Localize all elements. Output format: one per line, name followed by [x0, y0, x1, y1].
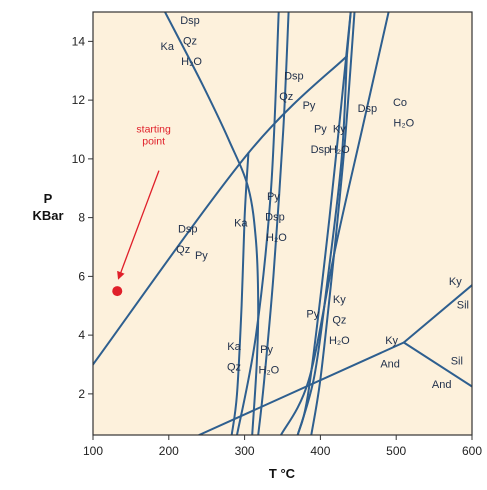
y-tick-label: 4: [78, 328, 85, 342]
x-tick-label: 400: [310, 444, 330, 458]
field-label: Dsp: [311, 144, 331, 156]
y-tick-label: 6: [78, 269, 85, 283]
field-label: Py: [314, 123, 327, 135]
x-tick-label: 600: [462, 444, 482, 458]
field-label: Ky: [333, 294, 346, 306]
y-axis: 2 4 6 8 10 12 14: [72, 34, 93, 401]
reaction-curve-2: [164, 12, 260, 435]
field-label: Dsp: [358, 103, 378, 115]
y-axis-title-kbar: KBar: [32, 208, 63, 223]
field-label: H₂O: [258, 364, 279, 376]
field-label: Qz: [183, 35, 197, 47]
field-label: H₂O: [393, 118, 414, 130]
x-tick-label: 200: [159, 444, 179, 458]
field-label: H₂O: [181, 56, 202, 68]
y-axis-title-p: P: [44, 191, 53, 206]
field-label: Ka: [234, 217, 248, 229]
x-axis: 100 200 300 400 500 600: [83, 435, 482, 458]
field-label: Py: [303, 100, 316, 112]
field-label: Qz: [227, 361, 241, 373]
field-label: Py: [260, 344, 273, 356]
field-label: And: [380, 358, 400, 370]
y-tick-label: 2: [78, 387, 85, 401]
field-label: Sil: [457, 300, 469, 312]
annotation-arrow: [117, 170, 160, 280]
reaction-curve-7: [296, 12, 352, 435]
field-label: Qz: [279, 91, 293, 103]
field-label: Dsp: [284, 71, 304, 83]
field-label: Ky: [333, 123, 346, 135]
field-label: Sil: [451, 356, 463, 368]
field-label: Dsp: [265, 212, 285, 224]
field-label: Ka: [227, 341, 241, 353]
field-label: Qz: [176, 244, 190, 256]
reaction-curve-10: [198, 341, 405, 435]
annotation-text: point: [142, 135, 165, 147]
field-label: Dsp: [178, 223, 198, 235]
annotation-text: starting: [136, 123, 171, 135]
field-label: Qz: [332, 314, 346, 326]
field-label: H₂O: [266, 232, 287, 244]
field-label: Py: [306, 309, 319, 321]
reaction-curve-5: [236, 12, 280, 435]
field-label: H₂O: [329, 335, 350, 347]
plot-background: [93, 12, 472, 435]
field-label: Ky: [449, 276, 462, 288]
y-tick-label: 12: [72, 93, 86, 107]
x-tick-label: 100: [83, 444, 103, 458]
reaction-curve-6: [257, 12, 290, 435]
reaction-curve-1: [93, 55, 348, 366]
field-label: And: [432, 379, 452, 391]
reaction-curve-9: [345, 12, 352, 58]
y-tick-label: 8: [78, 211, 85, 225]
reaction-curve-11: [402, 284, 472, 344]
field-label: Py: [267, 191, 280, 203]
starting-point-marker: [112, 286, 123, 297]
field-label: Ka: [161, 41, 175, 53]
field-label: H₂O: [329, 144, 350, 156]
reaction-curves: [93, 12, 472, 435]
y-tick-label: 14: [72, 34, 86, 48]
field-label: Dsp: [180, 15, 200, 27]
reaction-curve-12: [402, 341, 472, 388]
field-label: Ky: [385, 335, 398, 347]
x-tick-label: 500: [386, 444, 406, 458]
reaction-curve-3: [230, 152, 250, 435]
y-tick-label: 10: [72, 152, 86, 166]
field-label: Co: [393, 97, 407, 109]
plot-frame: [92, 11, 473, 436]
reaction-curve-13: [280, 12, 390, 435]
field-label: Py: [195, 250, 208, 262]
x-axis-title: T °C: [269, 466, 296, 481]
x-tick-label: 300: [235, 444, 255, 458]
